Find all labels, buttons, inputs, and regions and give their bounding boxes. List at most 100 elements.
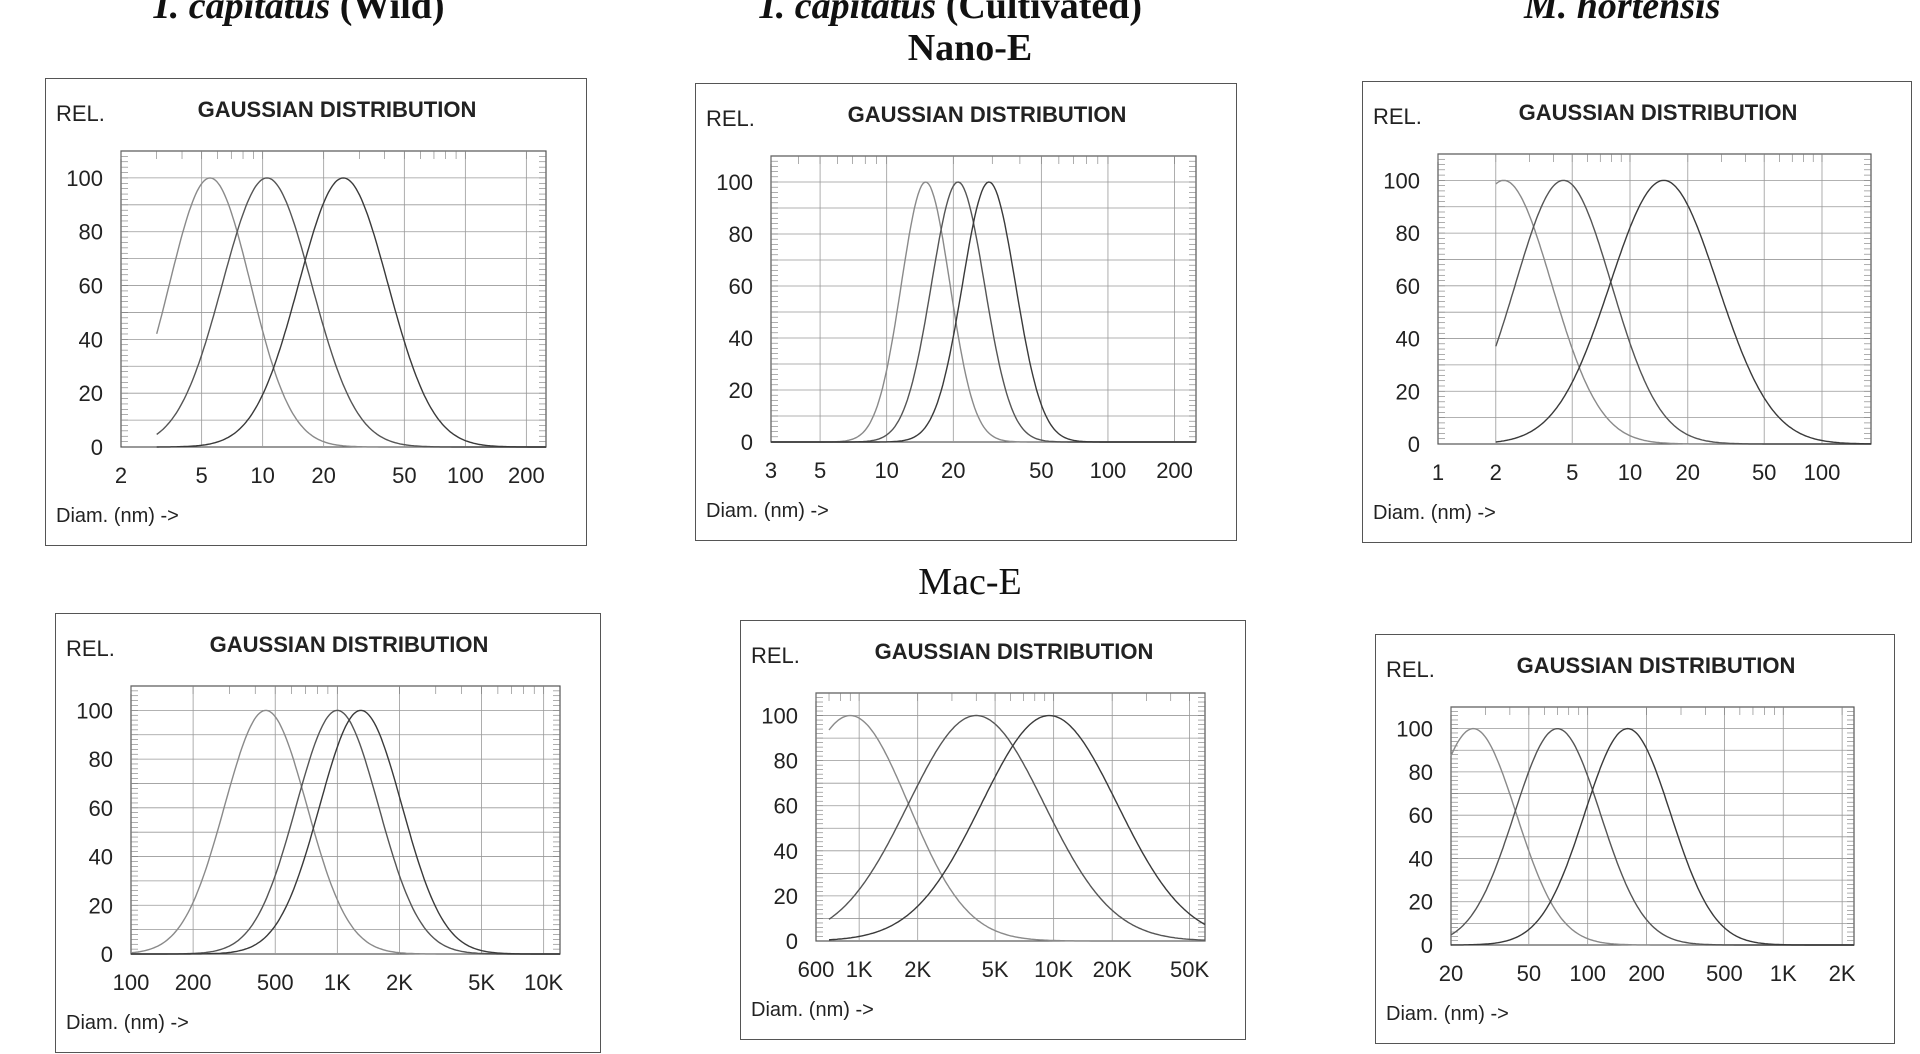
- x-tick-label: 2: [1490, 460, 1502, 485]
- x-axis-label: Diam. (nm) ->: [1373, 502, 1496, 524]
- series-line-2: [156, 177, 546, 448]
- y-tick-label: 80: [774, 749, 798, 774]
- y-tick-label: 40: [774, 839, 798, 864]
- y-tick-label: 0: [91, 435, 103, 460]
- y-tick-label: 0: [786, 929, 798, 954]
- y-tick-label: 100: [1396, 717, 1433, 742]
- y-tick-label: 40: [1396, 327, 1420, 352]
- y-tick-label: 20: [774, 884, 798, 909]
- column-qualifier: (Cultivated): [945, 0, 1142, 27]
- species-name: T. capitatus: [150, 0, 331, 27]
- x-tick-label: 50: [1517, 961, 1541, 986]
- chart-title: GAUSSIAN DISTRIBUTION: [875, 639, 1154, 664]
- x-tick-label: 2K: [904, 957, 931, 982]
- y-tick-label: 40: [89, 845, 113, 870]
- y-tick-label: 60: [729, 274, 753, 299]
- y-tick-label: 100: [761, 704, 798, 729]
- y-tick-label: 20: [89, 893, 113, 918]
- rel-label: REL.: [66, 636, 115, 661]
- x-tick-label: 200: [508, 463, 545, 488]
- x-tick-label: 500: [257, 970, 294, 995]
- column-qualifier: (Wild): [339, 0, 445, 27]
- x-tick-label: 20: [1439, 961, 1463, 986]
- chart-title: GAUSSIAN DISTRIBUTION: [210, 632, 489, 657]
- series-line-2: [1495, 179, 1871, 445]
- y-tick-label: 40: [79, 327, 103, 352]
- x-tick-label: 50K: [1170, 957, 1209, 982]
- x-tick-label: 50: [1029, 458, 1053, 483]
- series-line-3: [1495, 179, 1871, 445]
- chart-nano-hortensis: REL. GAUSSIAN DISTRIBUTION Diam. (nm) -> 0 2…: [1373, 100, 1872, 524]
- x-tick-label: 200: [1628, 961, 1665, 986]
- y-tick-label: 40: [729, 326, 753, 351]
- x-tick-label: 1K: [1770, 961, 1797, 986]
- x-tick-label: 100: [1569, 961, 1606, 986]
- plot-frame: [770, 155, 1197, 443]
- y-tick-label: 80: [1409, 760, 1433, 785]
- x-tick-label: 1: [1432, 460, 1444, 485]
- series-line-2: [828, 714, 1206, 941]
- chart-mac-cultivated: REL. GAUSSIAN DISTRIBUTION Diam. (nm) -> 0 2…: [751, 639, 1209, 1021]
- chart-title: GAUSSIAN DISTRIBUTION: [848, 102, 1127, 127]
- y-tick-label: 0: [1408, 432, 1420, 457]
- x-axis-label: Diam. (nm) ->: [56, 505, 179, 527]
- y-tick-label: 60: [79, 274, 103, 299]
- x-tick-label: 5: [814, 458, 826, 483]
- x-tick-label: 600: [798, 957, 835, 982]
- y-tick-label: 20: [729, 378, 753, 403]
- x-tick-label: 5: [196, 463, 208, 488]
- column-title-wild: T. capitatus (Wild): [150, 0, 445, 27]
- y-tick-label: 80: [79, 220, 103, 245]
- plot-frame: [1450, 706, 1855, 946]
- column-title-cultivated: T. capitatus (Cultivated): [756, 0, 1142, 27]
- series-line-2: [131, 709, 560, 955]
- x-tick-label: 100: [447, 463, 484, 488]
- chart-nano-cultivated: REL. GAUSSIAN DISTRIBUTION Diam. (nm) -> 0 2…: [706, 102, 1197, 522]
- chart-title: GAUSSIAN DISTRIBUTION: [1517, 653, 1796, 678]
- series-line-3: [131, 709, 560, 955]
- x-tick-label: 20: [1676, 460, 1700, 485]
- series-line-1: [828, 714, 1205, 942]
- rel-label: REL.: [56, 101, 105, 126]
- chart-panel-nano-cultivated: REL. GAUSSIAN DISTRIBUTION Diam. (nm) -> 0 2…: [695, 83, 1237, 541]
- rel-label: REL.: [1386, 657, 1435, 682]
- x-tick-label: 100: [1804, 460, 1841, 485]
- x-tick-label: 5: [1566, 460, 1578, 485]
- chart-panel-nano-hortensis: REL. GAUSSIAN DISTRIBUTION Diam. (nm) -> 0 2…: [1362, 81, 1912, 543]
- x-tick-label: 2K: [1829, 961, 1856, 986]
- y-tick-label: 80: [89, 747, 113, 772]
- y-tick-label: 20: [1396, 379, 1420, 404]
- x-tick-label: 10: [1618, 460, 1642, 485]
- x-tick-label: 5K: [468, 970, 495, 995]
- x-tick-label: 5K: [982, 957, 1009, 982]
- column-title-hortensis: M. hortensis: [1524, 0, 1720, 27]
- x-tick-label: 100: [113, 970, 150, 995]
- x-tick-label: 20: [311, 463, 335, 488]
- rel-label: REL.: [706, 106, 755, 131]
- x-tick-label: 10: [250, 463, 274, 488]
- y-tick-label: 60: [774, 794, 798, 819]
- x-tick-label: 50: [1752, 460, 1776, 485]
- y-tick-label: 100: [66, 166, 103, 191]
- x-axis-label: Diam. (nm) ->: [751, 999, 874, 1021]
- x-tick-label: 100: [1090, 458, 1127, 483]
- rel-label: REL.: [751, 643, 800, 668]
- x-tick-label: 200: [175, 970, 212, 995]
- species-name: T. capitatus: [756, 0, 937, 27]
- rel-label: REL.: [1373, 104, 1422, 129]
- y-tick-label: 100: [1383, 168, 1420, 193]
- chart-panel-mac-wild: REL. GAUSSIAN DISTRIBUTION Diam. (nm) -> 0 2…: [55, 613, 601, 1053]
- plot-frame: [120, 150, 547, 448]
- series-line-3: [1450, 727, 1854, 946]
- chart-mac-wild: REL. GAUSSIAN DISTRIBUTION Diam. (nm) -> 0 2…: [66, 632, 564, 1034]
- series-line-3: [771, 181, 1196, 443]
- y-tick-label: 20: [1409, 890, 1433, 915]
- x-tick-label: 2K: [386, 970, 413, 995]
- series-line-3: [156, 177, 546, 448]
- section-title-nano: Nano-E: [907, 27, 1033, 69]
- x-tick-label: 3: [765, 458, 777, 483]
- plot-frame: [130, 685, 561, 955]
- plot-frame: [815, 692, 1206, 942]
- y-tick-label: 0: [101, 942, 113, 967]
